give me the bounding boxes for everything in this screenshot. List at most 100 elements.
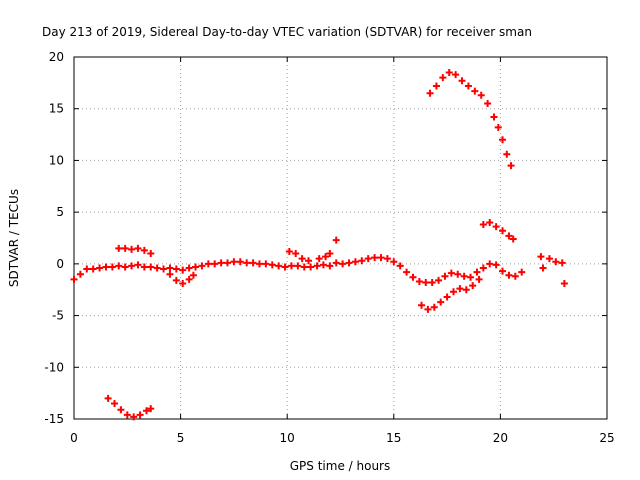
data-point — [371, 254, 379, 262]
data-point — [345, 259, 353, 267]
data-point — [121, 263, 129, 271]
x-tick-label: 10 — [280, 431, 295, 445]
data-markers — [70, 69, 568, 421]
data-point — [351, 258, 359, 266]
data-point — [115, 262, 123, 270]
data-point — [298, 255, 306, 263]
data-point — [204, 260, 212, 268]
data-point — [509, 235, 517, 243]
data-point — [179, 280, 187, 288]
y-tick-label: 5 — [56, 205, 64, 219]
data-point — [545, 255, 553, 263]
data-point — [479, 264, 487, 272]
data-point — [268, 261, 276, 269]
data-point — [305, 257, 313, 265]
data-point — [486, 260, 494, 268]
series-group — [332, 236, 568, 288]
y-tick-label: -10 — [44, 360, 64, 374]
data-point — [409, 273, 417, 281]
x-tick-label: 0 — [70, 431, 78, 445]
data-point — [153, 264, 161, 272]
data-point — [364, 255, 372, 263]
data-point — [166, 264, 174, 272]
data-point — [313, 262, 321, 270]
data-point — [464, 82, 472, 90]
data-point — [123, 411, 131, 419]
data-point — [166, 270, 174, 278]
data-point — [430, 303, 438, 311]
data-point — [503, 150, 511, 158]
data-point — [552, 258, 560, 266]
data-point — [172, 265, 180, 273]
data-point — [70, 275, 78, 283]
data-point — [96, 264, 104, 272]
data-point — [281, 263, 289, 271]
data-point — [428, 278, 436, 286]
data-point — [111, 399, 119, 407]
data-point — [358, 257, 366, 265]
x-axis-label: GPS time / hours — [290, 459, 391, 473]
data-point — [128, 262, 136, 270]
data-point — [403, 268, 411, 276]
data-point — [224, 259, 232, 267]
data-point — [518, 268, 526, 276]
data-point — [136, 411, 144, 419]
data-point — [326, 262, 334, 270]
axis-ticks: 0 5 10 15 20 25 -15 -10 -5 0 5 10 15 20 — [44, 50, 614, 445]
plot-frame — [73, 56, 608, 420]
series-group — [418, 275, 483, 313]
data-point — [473, 268, 481, 276]
data-point — [292, 250, 300, 258]
y-tick-label: 20 — [49, 50, 64, 64]
data-point — [499, 267, 507, 275]
data-point — [454, 270, 462, 278]
x-tick-label: 20 — [493, 431, 508, 445]
data-point — [172, 276, 180, 284]
data-point — [192, 263, 200, 271]
data-point — [211, 260, 219, 268]
data-point — [441, 272, 449, 280]
data-point — [490, 113, 498, 121]
data-point — [294, 262, 302, 270]
y-tick-label: 15 — [49, 102, 64, 116]
data-point — [315, 255, 323, 263]
data-point — [147, 405, 155, 413]
data-point — [189, 271, 197, 279]
data-point — [415, 277, 423, 285]
data-point — [492, 223, 500, 231]
data-point — [449, 288, 457, 296]
data-point — [558, 259, 566, 267]
data-point — [426, 89, 434, 97]
data-point — [479, 221, 487, 229]
data-point — [460, 272, 468, 280]
data-point — [469, 282, 477, 290]
data-point — [332, 236, 340, 244]
data-point — [458, 77, 466, 85]
data-point — [262, 260, 270, 268]
y-axis-label: SDTVAR / TECUs — [7, 189, 21, 287]
data-point — [475, 275, 483, 283]
data-point — [477, 91, 485, 99]
data-point — [471, 87, 479, 95]
data-point — [499, 136, 507, 144]
data-point — [130, 413, 138, 421]
data-point — [307, 263, 315, 271]
data-point — [432, 82, 440, 90]
data-point — [104, 394, 112, 402]
data-point — [377, 254, 385, 262]
y-tick-label: 10 — [49, 153, 64, 167]
x-tick-label: 5 — [177, 431, 185, 445]
data-point — [456, 285, 464, 293]
data-point — [326, 250, 334, 258]
data-point — [537, 253, 545, 261]
data-point — [319, 261, 327, 269]
data-point — [147, 250, 155, 258]
series-group — [115, 244, 334, 265]
data-point — [102, 263, 110, 271]
data-point — [236, 258, 244, 266]
data-point — [435, 276, 443, 284]
data-point — [83, 265, 91, 273]
data-point — [443, 293, 451, 301]
data-point — [445, 69, 453, 77]
